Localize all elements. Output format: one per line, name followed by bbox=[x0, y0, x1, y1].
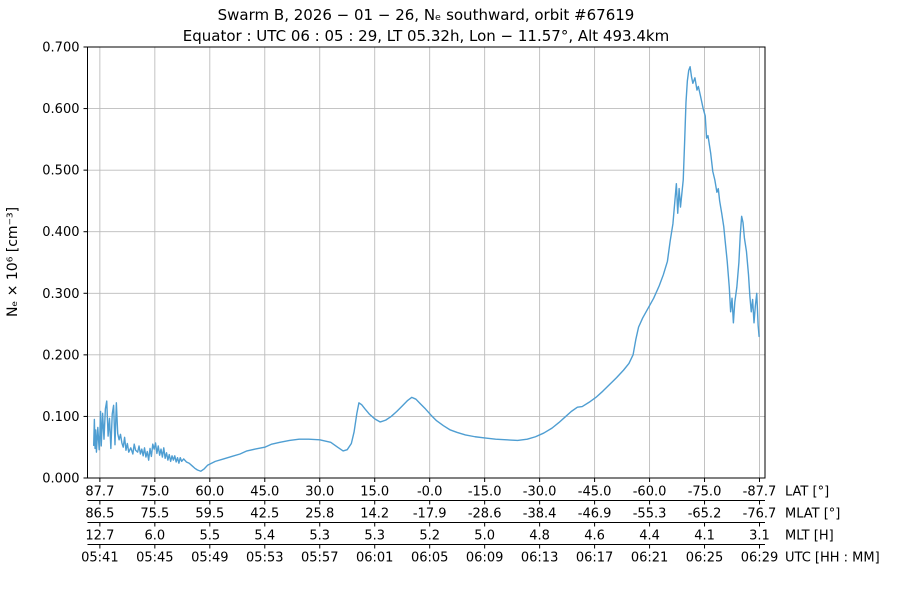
x-tick-label: -38.4 bbox=[523, 507, 557, 522]
x-tick-label: 42.5 bbox=[250, 507, 279, 522]
axes bbox=[83, 46, 766, 549]
y-axis-label: Nₑ × 10⁶ [cm⁻³] bbox=[5, 207, 21, 317]
y-tick-label: 0.300 bbox=[42, 287, 79, 302]
x-tick-label: -76.7 bbox=[743, 507, 777, 522]
ne-curve bbox=[92, 65, 760, 472]
x-tick-label: 6.0 bbox=[144, 529, 165, 544]
chart-subtitle: Equator : UTC 06 : 05 : 29, LT 05.32h, L… bbox=[183, 27, 669, 45]
x-axis-row-name: MLT [H] bbox=[785, 529, 834, 544]
x-tick-label: 5.3 bbox=[364, 529, 385, 544]
x-tick-label: -55.3 bbox=[633, 507, 667, 522]
x-tick-label: -65.2 bbox=[688, 507, 722, 522]
x-tick-label: 30.0 bbox=[305, 485, 334, 500]
x-tick-label: 14.2 bbox=[360, 507, 389, 522]
x-tick-label: 5.4 bbox=[254, 529, 275, 544]
x-axis-row-name: MLAT [°] bbox=[785, 507, 840, 522]
x-tick-label: 25.8 bbox=[305, 507, 334, 522]
x-tick-label: 4.4 bbox=[639, 529, 660, 544]
y-tick-label: 0.500 bbox=[42, 164, 79, 179]
x-tick-label: 5.0 bbox=[474, 529, 495, 544]
x-tick-label: 05:53 bbox=[246, 551, 283, 566]
x-tick-label: 5.5 bbox=[199, 529, 220, 544]
x-tick-label: -45.0 bbox=[578, 485, 612, 500]
chart-title: Swarm B, 2026 − 01 − 26, Nₑ southward, o… bbox=[218, 6, 635, 24]
x-tick-label: 45.0 bbox=[250, 485, 279, 500]
x-tick-label: -60.0 bbox=[633, 485, 667, 500]
gridlines bbox=[87, 46, 765, 479]
x-tick-label: 3.1 bbox=[749, 529, 770, 544]
x-tick-label: 06:25 bbox=[686, 551, 723, 566]
x-tick-label: 4.6 bbox=[584, 529, 605, 544]
x-tick-label: 75.0 bbox=[140, 485, 169, 500]
x-tick-label: 05:57 bbox=[301, 551, 338, 566]
x-tick-label: -87.7 bbox=[743, 485, 777, 500]
y-tick-label: 0.100 bbox=[42, 410, 79, 425]
x-tick-label: 5.3 bbox=[309, 529, 330, 544]
y-tick-label: 0.600 bbox=[42, 102, 79, 117]
x-tick-label: -17.9 bbox=[413, 507, 447, 522]
x-tick-label: -30.0 bbox=[523, 485, 557, 500]
y-tick-label: 0.400 bbox=[42, 225, 79, 240]
x-tick-label: 59.5 bbox=[195, 507, 224, 522]
x-tick-label: 05:49 bbox=[191, 551, 228, 566]
x-tick-label: -15.0 bbox=[468, 485, 502, 500]
x-tick-label: 87.7 bbox=[85, 485, 114, 500]
x-tick-label: -28.6 bbox=[468, 507, 502, 522]
x-tick-label: 86.5 bbox=[85, 507, 114, 522]
x-tick-label: 06:05 bbox=[411, 551, 448, 566]
x-tick-label: 06:01 bbox=[356, 551, 393, 566]
x-tick-label: 4.1 bbox=[694, 529, 715, 544]
x-tick-label: 60.0 bbox=[195, 485, 224, 500]
x-tick-label: -75.0 bbox=[688, 485, 722, 500]
tick-labels: 0.000 0.100 0.200 0.300 0.400 0.500 0.600 0.700… bbox=[42, 41, 879, 566]
x-tick-label: 05:41 bbox=[81, 551, 118, 566]
x-tick-label: 06:09 bbox=[466, 551, 503, 566]
data-line bbox=[92, 65, 760, 472]
x-tick-label: 12.7 bbox=[85, 529, 114, 544]
x-axis-row-name: UTC [HH : MM] bbox=[785, 551, 880, 566]
x-tick-label: 06:13 bbox=[521, 551, 558, 566]
x-tick-label: 06:29 bbox=[741, 551, 778, 566]
x-tick-label: -0.0 bbox=[417, 485, 442, 500]
y-tick-label: 0.200 bbox=[42, 348, 79, 363]
x-tick-label: 5.2 bbox=[419, 529, 440, 544]
x-tick-label: 75.5 bbox=[140, 507, 169, 522]
y-tick-label: 0.000 bbox=[42, 472, 79, 487]
x-tick-label: 06:21 bbox=[631, 551, 668, 566]
x-tick-label: -46.9 bbox=[578, 507, 612, 522]
x-tick-label: 05:45 bbox=[136, 551, 173, 566]
y-tick-label: 0.700 bbox=[42, 41, 79, 56]
x-axis-row-name: LAT [°] bbox=[785, 485, 829, 500]
x-tick-label: 15.0 bbox=[360, 485, 389, 500]
x-tick-label: 4.8 bbox=[529, 529, 550, 544]
x-tick-label: 06:17 bbox=[576, 551, 613, 566]
plot-box bbox=[87, 46, 766, 479]
